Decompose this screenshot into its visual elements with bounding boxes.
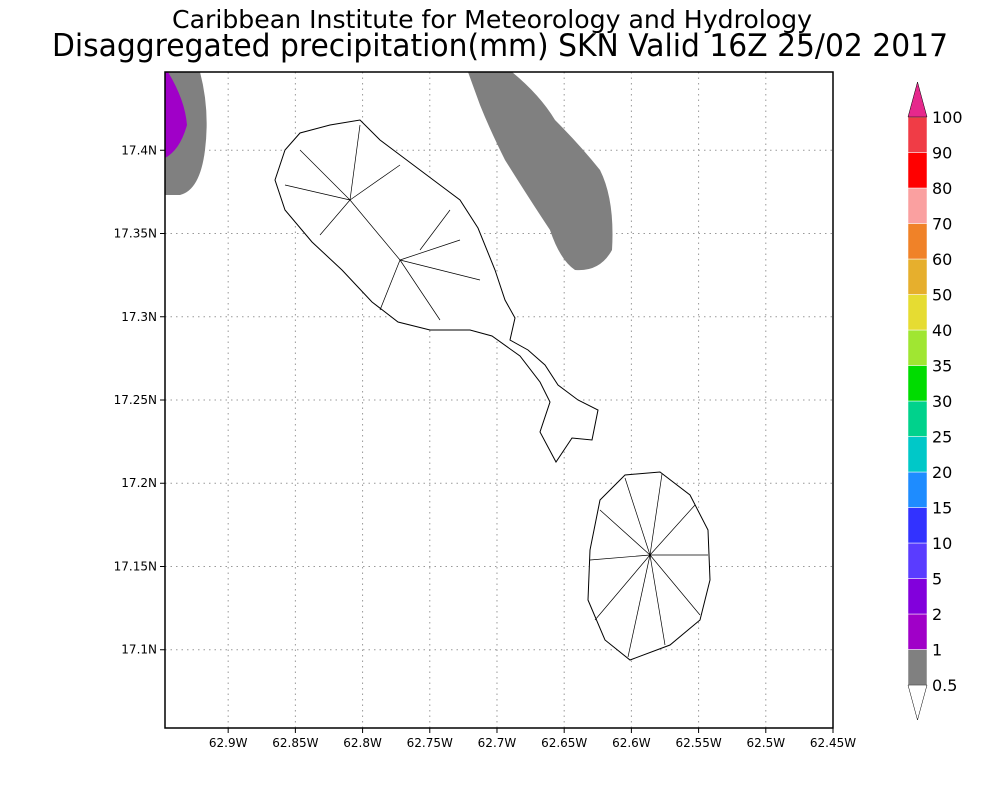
colorbar-label: 20	[932, 463, 952, 482]
colorbar-label: 100	[932, 108, 963, 127]
y-tick-label: 17.25N	[114, 393, 157, 407]
colorbar-bin	[907, 400, 928, 437]
colorbar-label: 2	[932, 605, 942, 624]
colorbar-bin	[907, 329, 928, 366]
colorbar-bin	[907, 613, 928, 650]
colorbar-bin	[907, 258, 928, 295]
colorbar-over	[907, 81, 928, 118]
x-tick-label: 62.55W	[675, 736, 721, 750]
y-tick-label: 17.35N	[114, 227, 157, 241]
colorbar-under	[907, 684, 928, 721]
y-tick-label: 17.3N	[121, 310, 157, 324]
colorbar-label: 60	[932, 250, 952, 269]
colorbar-label: 30	[932, 392, 952, 411]
y-tick-label: 17.1N	[121, 643, 157, 657]
x-tick-label: 62.75W	[407, 736, 453, 750]
colorbar-label: 35	[932, 357, 952, 376]
grid	[165, 72, 834, 728]
x-tick-label: 62.45W	[810, 736, 856, 750]
colorbar-bin	[907, 649, 928, 686]
map-layer	[165, 72, 711, 661]
x-tick-label: 62.8W	[343, 736, 382, 750]
colorbar-bin	[907, 294, 928, 331]
colorbar-bin	[907, 436, 928, 473]
colorbar-label: 50	[932, 286, 952, 305]
colorbar-bin	[907, 542, 928, 579]
rain-area	[468, 72, 613, 271]
x-tick-label: 62.9W	[209, 736, 248, 750]
colorbar-bin	[907, 152, 928, 189]
colorbar-bin	[907, 116, 928, 153]
title: Caribbean Institute for Meteorology and …	[172, 5, 812, 34]
y-tick-label: 17.2N	[121, 476, 157, 490]
colorbar-bin	[907, 507, 928, 544]
x-tick-label: 62.7W	[478, 736, 517, 750]
y-tick-label: 17.15N	[114, 559, 157, 573]
colorbar-label: 40	[932, 321, 952, 340]
colorbar-label: 25	[932, 428, 952, 447]
x-tick-label: 62.5W	[746, 736, 785, 750]
drainage	[284, 124, 481, 321]
x-tick-label: 62.6W	[612, 736, 651, 750]
colorbar-label: 1	[932, 641, 942, 660]
colorbar-bin	[907, 365, 928, 402]
island-st-kitts	[274, 119, 599, 463]
rain-area	[165, 72, 187, 158]
y-tick-label: 17.4N	[121, 143, 157, 157]
colorbar-label: 80	[932, 179, 952, 198]
colorbar-bin	[907, 223, 928, 260]
colorbar-bin	[907, 471, 928, 508]
subtitle: Disaggregated precipitation(mm) SKN Vali…	[52, 28, 948, 64]
x-tick-label: 62.65W	[541, 736, 587, 750]
colorbar-label: 0.5	[932, 676, 957, 695]
colorbar-bin	[907, 187, 928, 224]
colorbar-label: 90	[932, 144, 952, 163]
colorbar-label: 5	[932, 570, 942, 589]
colorbar-label: 10	[932, 534, 952, 553]
island-nevis	[587, 471, 711, 661]
drainage	[589, 473, 708, 658]
colorbar-label: 70	[932, 215, 952, 234]
colorbar-bin	[907, 578, 928, 615]
colorbar-label: 15	[932, 499, 952, 518]
x-tick-label: 62.85W	[272, 736, 318, 750]
